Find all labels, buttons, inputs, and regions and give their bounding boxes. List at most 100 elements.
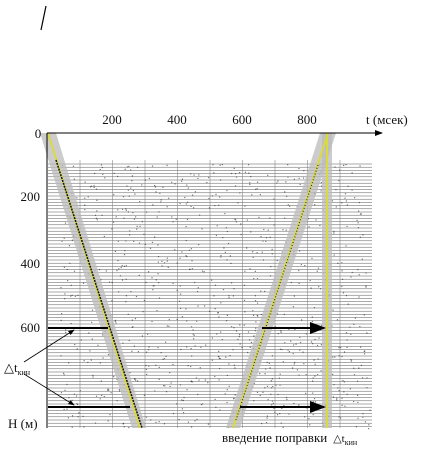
noise-dot [256, 252, 258, 254]
noise-dot [347, 303, 349, 305]
noise-dot [96, 219, 98, 221]
noise-dot [147, 271, 150, 273]
noise-dot [132, 189, 135, 192]
noise-dot [265, 368, 267, 370]
noise-dot [185, 255, 187, 257]
noise-dot [116, 175, 119, 177]
noise-dot [311, 257, 313, 260]
noise-dot [77, 416, 79, 418]
noise-dot [357, 222, 359, 224]
noise-dot [155, 279, 157, 281]
noise-dot [125, 295, 128, 297]
noise-dot [314, 375, 316, 377]
noise-dot [214, 284, 217, 286]
correction-text: введение поправки [222, 430, 327, 445]
noise-dot [144, 243, 146, 245]
noise-dot [338, 390, 340, 392]
noise-dot [314, 401, 317, 403]
noise-dot [122, 342, 124, 344]
noise-dot [368, 427, 370, 430]
noise-dot [341, 278, 344, 280]
noise-dot [266, 361, 268, 363]
noise-dot [244, 205, 246, 207]
noise-dot [64, 389, 66, 391]
noise-dot [368, 424, 370, 426]
noise-dot [285, 229, 287, 231]
noise-dot [193, 174, 195, 176]
noise-dot [228, 297, 230, 299]
origin-label: 0 [35, 126, 42, 141]
noise-dot [68, 244, 70, 247]
noise-dot [252, 256, 254, 258]
noise-dot [227, 242, 230, 245]
noise-dot [265, 240, 267, 243]
noise-dot [197, 305, 199, 307]
noise-dot [243, 284, 246, 286]
noise-dot [198, 243, 200, 246]
noise-dot [166, 206, 168, 208]
noise-dot [319, 288, 322, 290]
noise-dot [136, 380, 139, 382]
noise-dot [206, 181, 208, 184]
noise-dot [299, 336, 301, 338]
noise-dot [178, 300, 181, 302]
noise-dot [118, 291, 120, 293]
noise-dot [341, 404, 343, 406]
noise-dot [294, 328, 296, 331]
noise-dot [333, 383, 335, 386]
noise-dot [181, 408, 184, 410]
noise-dot [353, 323, 355, 325]
noise-dot [353, 374, 356, 376]
noise-dot [228, 363, 230, 365]
noise-dot [194, 281, 196, 284]
noise-dot [293, 178, 295, 180]
noise-dot [199, 214, 201, 216]
noise-dot [284, 217, 286, 219]
noise-dot [340, 417, 342, 419]
noise-dot [107, 354, 110, 356]
noise-dot [221, 338, 223, 341]
noise-dot [341, 202, 343, 204]
noise-dot [314, 363, 316, 365]
noise-dot [233, 364, 235, 366]
noise-dot [194, 191, 197, 193]
noise-dot [305, 392, 307, 394]
noise-dot [249, 183, 251, 186]
noise-dot [146, 351, 148, 353]
noise-dot [135, 379, 137, 381]
delta-symbol: △t [333, 433, 345, 445]
noise-dot [243, 324, 245, 326]
noise-dot [308, 418, 310, 420]
noise-dot [345, 164, 347, 166]
noise-dot [234, 394, 236, 396]
noise-dot [168, 325, 170, 327]
noise-dot [99, 362, 101, 364]
noise-dot [309, 424, 311, 426]
noise-dot [207, 423, 209, 425]
noise-dot [125, 209, 127, 211]
noise-dot [132, 326, 134, 328]
noise-dot [271, 378, 273, 380]
noise-dot [163, 262, 166, 264]
noise-dot [277, 393, 279, 396]
noise-dot [362, 377, 364, 379]
noise-dot [332, 309, 334, 311]
noise-dot [313, 307, 316, 309]
noise-dot [207, 382, 209, 384]
noise-dot [158, 366, 160, 368]
noise-dot [256, 188, 258, 190]
noise-dot [365, 285, 367, 287]
noise-dot [66, 268, 68, 271]
noise-dot [217, 355, 220, 358]
noise-dot [298, 167, 300, 170]
noise-dot [167, 266, 169, 268]
noise-dot [139, 200, 141, 203]
noise-dot [164, 341, 167, 343]
noise-dot [203, 305, 206, 307]
noise-dot [341, 355, 343, 358]
noise-dot [174, 183, 176, 185]
noise-dot [218, 379, 220, 381]
noise-dot [135, 216, 137, 218]
noise-dot [97, 344, 99, 346]
noise-dot [138, 242, 141, 244]
